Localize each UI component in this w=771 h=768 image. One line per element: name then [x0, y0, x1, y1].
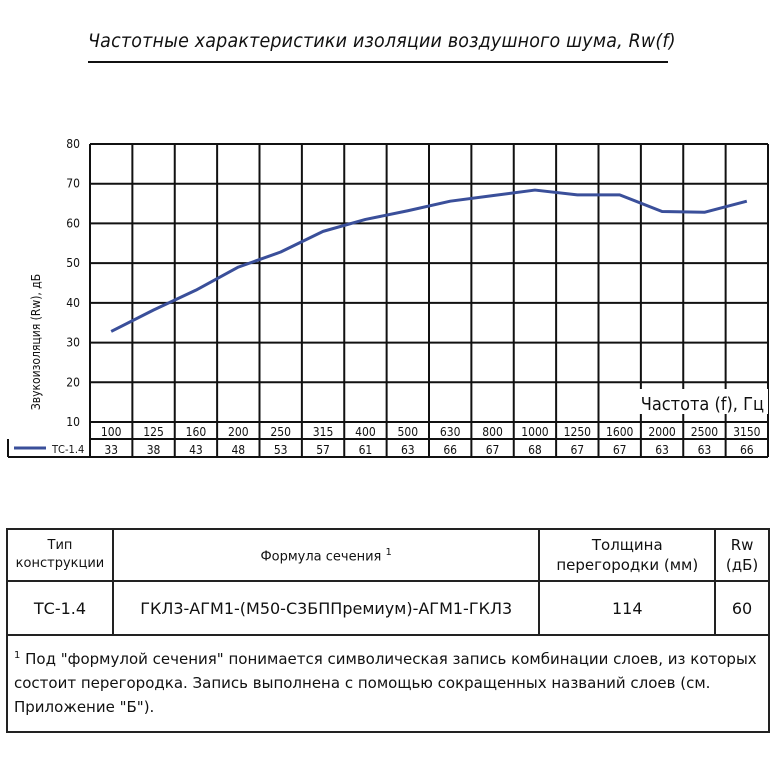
data-value-label: 53: [274, 443, 288, 457]
title-underline: [88, 61, 668, 63]
cell-formula: ГКЛ3-АГМ1-(М50-С3БППремиум)-АГМ1-ГКЛ3: [111, 580, 541, 636]
data-value-label: 33: [104, 443, 118, 457]
data-value-label: 48: [231, 443, 245, 457]
data-value-label: 63: [655, 443, 669, 457]
x-tick-label: 250: [270, 425, 291, 439]
chart-data-table: 100 125 160 200 250 315 400 500 630 800 1000 1250 16…: [7, 422, 769, 458]
x-tick-label: 125: [143, 425, 164, 439]
series-lines: [110, 188, 748, 333]
y-tick-label: 50: [66, 256, 80, 270]
header-type: Тип конструкции: [6, 528, 114, 582]
cell-rw: 60: [714, 580, 770, 636]
header-formula: Формула сечения 1: [111, 528, 541, 582]
footnote-cell: 1 Под "формулой сечения" понимается симв…: [6, 634, 770, 733]
legend-label: ТС-1.4: [51, 443, 84, 456]
x-axis-label: Частота (f), Гц: [641, 394, 764, 415]
header-rw: Rw (дБ): [714, 528, 770, 582]
x-tick-label: 3150: [733, 425, 761, 439]
chart-title: Частотные характеристики изоляции воздуш…: [88, 30, 676, 52]
y-tick-label: 30: [66, 336, 80, 350]
data-value-label: 63: [401, 443, 415, 457]
y-tick-label: 10: [66, 415, 80, 429]
y-tick-labels: 10 20 30 40 50 60 70 80: [66, 137, 80, 429]
header-formula-footnote-mark: 1: [385, 546, 392, 558]
data-value-label: 67: [486, 443, 500, 457]
footnote-mark: 1: [14, 650, 21, 661]
x-tick-label: 630: [440, 425, 461, 439]
x-tick-label: 1000: [521, 425, 549, 439]
y-tick-label: 70: [66, 177, 80, 191]
x-tick-label: 800: [482, 425, 503, 439]
x-tick-label: 200: [228, 425, 249, 439]
y-tick-label: 40: [66, 296, 80, 310]
table-row: ТС-1.4 ГКЛ3-АГМ1-(М50-С3БППремиум)-АГМ1-…: [6, 580, 770, 636]
y-tick-label: 60: [66, 216, 80, 230]
y-axis-label: Звукоизоляция (Rw), дБ: [29, 274, 43, 410]
data-value-label: 67: [613, 443, 627, 457]
x-tick-label: 160: [186, 425, 207, 439]
x-tick-label: 100: [101, 425, 122, 439]
footnote-text: Под "формулой сечения" понимается символ…: [14, 650, 757, 716]
footnote-row: 1 Под "формулой сечения" понимается симв…: [6, 634, 770, 733]
specification-table: Тип конструкции Формула сечения 1 Толщин…: [6, 528, 770, 733]
x-tick-label: 1250: [564, 425, 592, 439]
table-header-row: Тип конструкции Формула сечения 1 Толщин…: [6, 528, 770, 582]
data-value-label: 38: [147, 443, 161, 457]
y-tick-label: 80: [66, 137, 80, 151]
cell-type: ТС-1.4: [6, 580, 114, 636]
data-value-label: 67: [570, 443, 584, 457]
y-tick-label: 20: [66, 375, 80, 389]
data-value-label: 63: [698, 443, 712, 457]
data-value-label: 43: [189, 443, 203, 457]
data-value-label: 57: [316, 443, 330, 457]
x-tick-label: 500: [398, 425, 419, 439]
cell-thickness: 114: [538, 580, 717, 636]
data-value-label: 68: [528, 443, 542, 457]
header-thickness: Толщина перегородки (мм): [538, 528, 717, 582]
x-tick-label: 2500: [691, 425, 719, 439]
data-value-label: 61: [359, 443, 373, 457]
x-tick-label: 400: [355, 425, 376, 439]
x-tick-label: 315: [313, 425, 334, 439]
x-axis-label-background: [618, 389, 768, 414]
x-tick-label: 2000: [648, 425, 676, 439]
data-value-label: 66: [740, 443, 754, 457]
chart-grid: [89, 143, 769, 423]
x-tick-label: 1600: [606, 425, 634, 439]
x-axis-label-box: Частота (f), Гц: [618, 389, 768, 415]
series-line: [110, 188, 748, 333]
header-formula-text: Формула сечения: [260, 549, 382, 565]
data-value-label: 66: [443, 443, 457, 457]
